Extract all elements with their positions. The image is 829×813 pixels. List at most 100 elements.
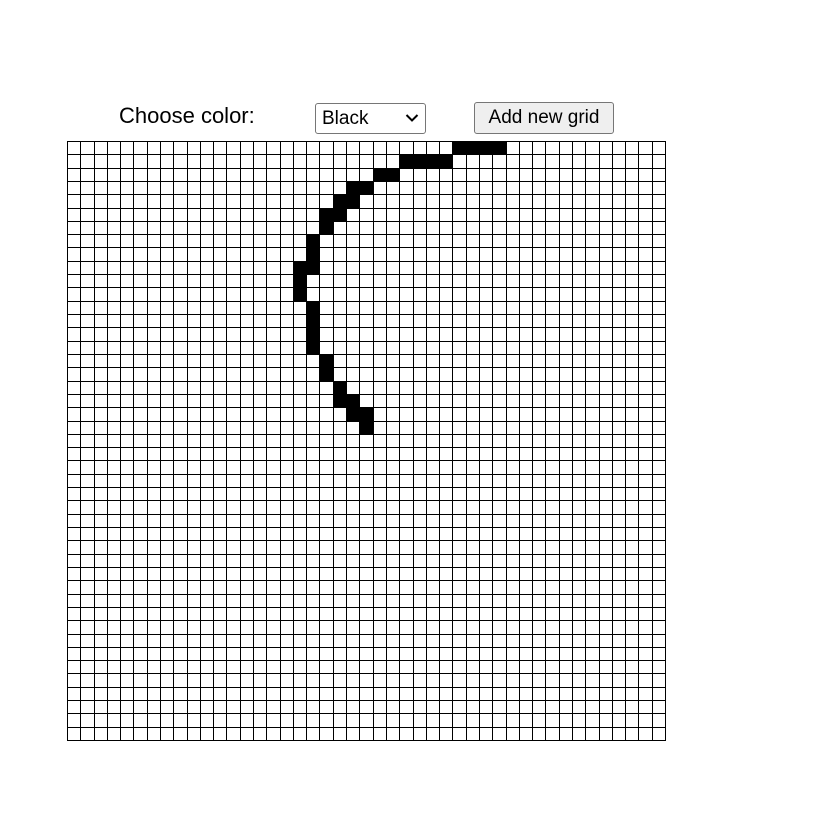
grid-cell[interactable]	[507, 621, 520, 634]
grid-cell[interactable]	[347, 262, 360, 275]
grid-cell[interactable]	[294, 635, 307, 648]
grid-cell[interactable]	[374, 461, 387, 474]
grid-cell[interactable]	[613, 422, 626, 435]
grid-cell[interactable]	[467, 355, 480, 368]
grid-cell[interactable]	[613, 528, 626, 541]
grid-cell[interactable]	[347, 342, 360, 355]
grid-cell[interactable]	[307, 701, 320, 714]
grid-cell[interactable]	[493, 288, 506, 301]
grid-cell[interactable]	[307, 581, 320, 594]
grid-cell[interactable]	[480, 608, 493, 621]
grid-cell[interactable]	[214, 461, 227, 474]
grid-cell[interactable]	[573, 661, 586, 674]
grid-cell[interactable]	[227, 635, 240, 648]
grid-cell[interactable]	[400, 674, 413, 687]
grid-cell[interactable]	[81, 169, 94, 182]
grid-cell[interactable]	[573, 714, 586, 727]
grid-cell[interactable]	[600, 488, 613, 501]
grid-cell[interactable]	[334, 541, 347, 554]
grid-cell[interactable]	[427, 728, 440, 741]
grid-cell[interactable]	[653, 262, 666, 275]
grid-cell[interactable]	[294, 501, 307, 514]
grid-cell[interactable]	[573, 288, 586, 301]
grid-cell[interactable]	[134, 448, 147, 461]
grid-cell[interactable]	[387, 635, 400, 648]
grid-cell[interactable]	[81, 222, 94, 235]
grid-cell[interactable]	[174, 488, 187, 501]
grid-cell[interactable]	[374, 608, 387, 621]
grid-cell[interactable]	[493, 541, 506, 554]
grid-cell[interactable]	[507, 342, 520, 355]
grid-cell[interactable]	[427, 674, 440, 687]
grid-cell[interactable]	[134, 701, 147, 714]
grid-cell[interactable]	[480, 581, 493, 594]
grid-cell[interactable]	[254, 248, 267, 261]
grid-cell[interactable]	[639, 328, 652, 341]
grid-cell[interactable]	[347, 422, 360, 435]
grid-cell[interactable]	[134, 408, 147, 421]
grid-cell[interactable]	[387, 461, 400, 474]
grid-cell[interactable]	[148, 142, 161, 155]
grid-cell[interactable]	[414, 595, 427, 608]
grid-cell[interactable]	[560, 222, 573, 235]
grid-cell[interactable]	[560, 195, 573, 208]
grid-cell[interactable]	[174, 235, 187, 248]
grid-cell[interactable]	[586, 288, 599, 301]
grid-cell[interactable]	[134, 501, 147, 514]
grid-cell[interactable]	[626, 195, 639, 208]
grid-cell[interactable]	[639, 635, 652, 648]
grid-cell[interactable]	[81, 142, 94, 155]
grid-cell[interactable]	[227, 288, 240, 301]
grid-cell[interactable]	[639, 528, 652, 541]
grid-cell[interactable]	[507, 595, 520, 608]
grid-cell[interactable]	[600, 209, 613, 222]
grid-cell[interactable]	[360, 262, 373, 275]
grid-cell[interactable]	[334, 515, 347, 528]
grid-cell[interactable]	[600, 635, 613, 648]
grid-cell[interactable]	[453, 142, 466, 155]
grid-cell[interactable]	[227, 648, 240, 661]
grid-cell[interactable]	[188, 288, 201, 301]
grid-cell[interactable]	[507, 608, 520, 621]
grid-cell[interactable]	[600, 448, 613, 461]
grid-cell[interactable]	[241, 342, 254, 355]
grid-cell[interactable]	[467, 528, 480, 541]
grid-cell[interactable]	[639, 461, 652, 474]
grid-cell[interactable]	[453, 475, 466, 488]
grid-cell[interactable]	[600, 515, 613, 528]
grid-cell[interactable]	[440, 435, 453, 448]
grid-cell[interactable]	[453, 315, 466, 328]
grid-cell[interactable]	[360, 728, 373, 741]
grid-cell[interactable]	[360, 448, 373, 461]
grid-cell[interactable]	[560, 595, 573, 608]
grid-cell[interactable]	[320, 288, 333, 301]
grid-cell[interactable]	[546, 408, 559, 421]
grid-cell[interactable]	[560, 648, 573, 661]
drawing-grid[interactable]	[67, 141, 666, 741]
grid-cell[interactable]	[546, 315, 559, 328]
grid-cell[interactable]	[95, 142, 108, 155]
grid-cell[interactable]	[227, 342, 240, 355]
grid-cell[interactable]	[520, 515, 533, 528]
grid-cell[interactable]	[387, 169, 400, 182]
grid-cell[interactable]	[613, 714, 626, 727]
grid-cell[interactable]	[387, 368, 400, 381]
grid-cell[interactable]	[334, 248, 347, 261]
grid-cell[interactable]	[374, 568, 387, 581]
grid-cell[interactable]	[427, 355, 440, 368]
grid-cell[interactable]	[520, 155, 533, 168]
grid-cell[interactable]	[600, 288, 613, 301]
grid-cell[interactable]	[546, 621, 559, 634]
grid-cell[interactable]	[188, 275, 201, 288]
grid-cell[interactable]	[573, 155, 586, 168]
grid-cell[interactable]	[546, 422, 559, 435]
grid-cell[interactable]	[414, 461, 427, 474]
grid-cell[interactable]	[121, 661, 134, 674]
grid-cell[interactable]	[374, 635, 387, 648]
grid-cell[interactable]	[573, 528, 586, 541]
grid-cell[interactable]	[320, 701, 333, 714]
grid-cell[interactable]	[241, 302, 254, 315]
grid-cell[interactable]	[533, 714, 546, 727]
grid-cell[interactable]	[121, 501, 134, 514]
grid-cell[interactable]	[307, 315, 320, 328]
